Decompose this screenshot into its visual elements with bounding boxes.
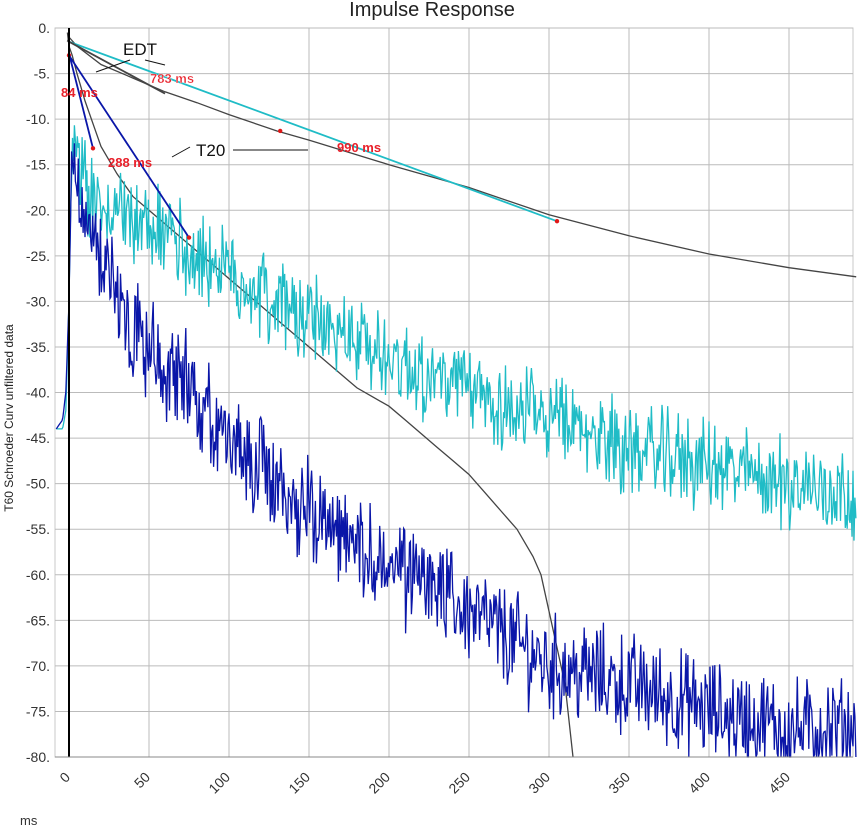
y-tick-label: -35.: [26, 339, 50, 355]
y-tick-label: -80.: [26, 749, 50, 765]
y-axis-ticks: 0. -5. -10. -15. -20. -25. -30. -35. -40. -45. -50…: [26, 20, 50, 765]
y-tick-label: -75.: [26, 703, 50, 719]
series-line: [56, 125, 857, 541]
fit-line: [68, 53, 94, 149]
y-tick-label: -30.: [26, 293, 50, 309]
rt-label-783: 783 ms: [150, 71, 194, 86]
y-tick-label: -20.: [26, 202, 50, 218]
fit-line: [68, 40, 558, 223]
y-tick-label: -65.: [26, 612, 50, 628]
fit-lines-layer: [66, 40, 560, 240]
series-line: [66, 32, 574, 758]
edt-label: EDT: [123, 40, 157, 59]
series-line: [66, 35, 857, 278]
t20-label: T20: [196, 141, 225, 160]
y-tick-label: -50.: [26, 476, 50, 492]
rt-label-990: 990 ms: [337, 140, 381, 155]
rt-label-84: 84 ms: [61, 85, 98, 100]
t20-pointer-left: [171, 146, 191, 158]
y-tick-label: -40.: [26, 385, 50, 401]
y-tick-label: -15.: [26, 157, 50, 173]
edt-pointer-right: [144, 59, 166, 66]
fit-line: [68, 54, 190, 239]
y-tick-label: -5.: [34, 66, 50, 82]
series-layer: [55, 32, 857, 758]
x-axis-unit-label: ms: [20, 813, 38, 828]
y-tick-label: -55.: [26, 521, 50, 537]
rt-label-288: 288 ms: [108, 155, 152, 170]
y-tick-label: -70.: [26, 658, 50, 674]
y-tick-label: -10.: [26, 111, 50, 127]
y-tick-label: -25.: [26, 248, 50, 264]
axes: [55, 28, 853, 758]
y-tick-label: -45.: [26, 430, 50, 446]
fit-marker: [90, 146, 96, 151]
fit-marker: [278, 128, 283, 134]
series-line: [55, 143, 857, 758]
fit-marker: [186, 235, 192, 240]
y-tick-label: -60.: [26, 567, 50, 583]
edt-pointer-left: [95, 59, 131, 73]
chart-title: Impulse Response: [349, 0, 515, 21]
fit-line: [68, 40, 166, 95]
y-axis-label: T60 Schroeder Curv unfiltered data: [2, 324, 16, 512]
y-tick-label: 0.: [38, 20, 50, 36]
annotations: EDT T20 783 ms 84 ms 288 ms 990 ms: [61, 40, 381, 170]
fit-marker: [554, 218, 560, 224]
